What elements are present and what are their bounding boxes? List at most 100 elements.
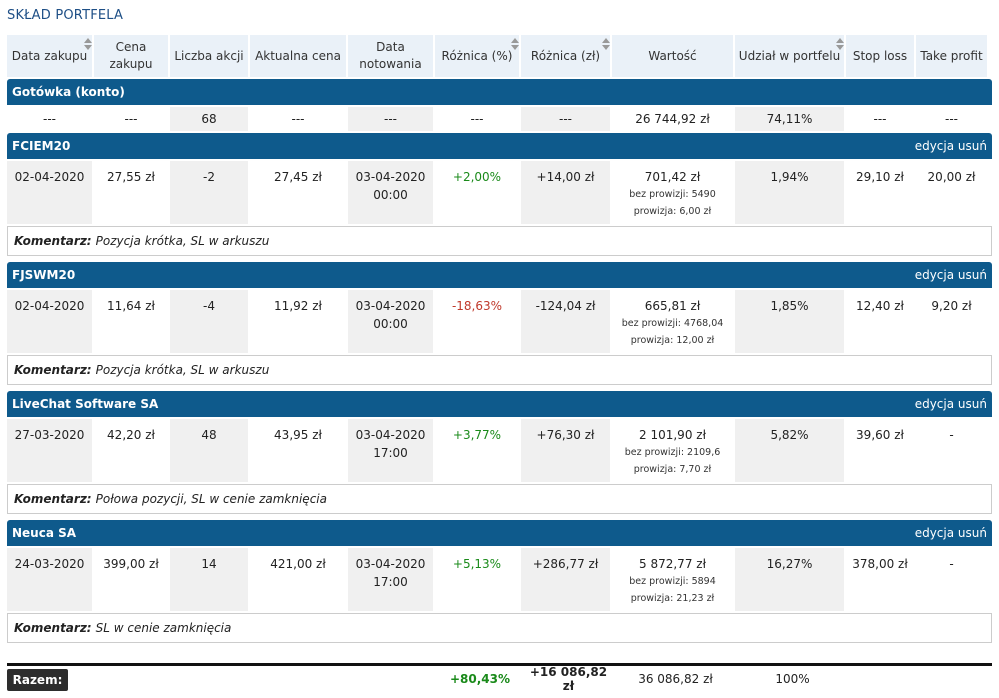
quote-date: 03-04-2020 bbox=[355, 428, 426, 442]
stop-loss: 29,10 zł bbox=[846, 161, 914, 224]
col-header-share[interactable]: Udział w portfelu bbox=[735, 35, 844, 77]
quote-datetime: 03-04-2020 17:00 bbox=[348, 548, 433, 611]
current-price: 27,45 zł bbox=[250, 161, 346, 224]
position-block: LiveChat Software SA edycja usuń 27-03-2… bbox=[7, 391, 992, 514]
edit-link[interactable]: edycja bbox=[914, 526, 955, 540]
diff-pln: +76,30 zł bbox=[521, 419, 610, 482]
diff-pct: +5,13% bbox=[435, 548, 519, 611]
position-actions: edycja usuń bbox=[915, 526, 987, 540]
delete-link[interactable]: usuń bbox=[957, 526, 987, 540]
value-fee: prowizja: 21,23 zł bbox=[630, 593, 715, 604]
diff-pct: -18,63% bbox=[435, 290, 519, 353]
comment-label: Komentarz: bbox=[14, 492, 92, 506]
position-header: Neuca SA edycja usuń bbox=[7, 520, 992, 546]
delete-link[interactable]: usuń bbox=[957, 139, 987, 153]
value-amount: 5 872,77 zł bbox=[639, 557, 706, 571]
value-no-fee: bez prowizji: 5490 bbox=[629, 189, 716, 200]
comment-label: Komentarz: bbox=[14, 234, 92, 248]
stop-loss: 12,40 zł bbox=[846, 290, 914, 353]
position-value: 665,81 zł bez prowizji: 4768,04 prowizja… bbox=[612, 290, 733, 353]
col-header-diff-pln[interactable]: Różnica (zł) bbox=[521, 35, 610, 77]
summary-diff-pct: +80,43% bbox=[449, 672, 511, 686]
diff-pct: +3,77% bbox=[435, 419, 519, 482]
col-header-stop-loss: Stop loss bbox=[846, 35, 914, 77]
comment-label: Komentarz: bbox=[14, 363, 92, 377]
cash-cell: --- bbox=[348, 107, 433, 131]
diff-pln: +286,77 zł bbox=[521, 548, 610, 611]
value-amount: 665,81 zł bbox=[644, 299, 701, 313]
position-row: 27-03-2020 42,20 zł 48 43,95 zł 03-04-20… bbox=[7, 419, 992, 482]
purchase-date: 24-03-2020 bbox=[7, 548, 92, 611]
col-header-quote-date: Data notowania bbox=[348, 35, 433, 77]
current-price: 421,00 zł bbox=[250, 548, 346, 611]
cash-cell: --- bbox=[250, 107, 346, 131]
position-row: 02-04-2020 11,64 zł -4 11,92 zł 03-04-20… bbox=[7, 290, 992, 353]
comment-text: Połowa pozycji, SL w cenie zamknięcia bbox=[95, 492, 327, 506]
cash-cell: --- bbox=[435, 107, 519, 131]
cash-cell: --- bbox=[94, 107, 168, 131]
take-profit: 9,20 zł bbox=[916, 290, 987, 353]
quote-datetime: 03-04-2020 00:00 bbox=[348, 290, 433, 353]
position-actions: edycja usuń bbox=[915, 139, 987, 153]
cash-cell: --- bbox=[7, 107, 92, 131]
summary-spacer bbox=[70, 666, 436, 692]
cash-cell: 26 744,92 zł bbox=[612, 107, 733, 131]
value-no-fee: bez prowizji: 2109,6 bbox=[624, 447, 721, 458]
edit-link[interactable]: edycja bbox=[914, 139, 955, 153]
col-header-purchase-price: Cena zakupu bbox=[94, 35, 168, 77]
portfolio-share: 1,85% bbox=[735, 290, 844, 353]
table-header-row: Data zakupu Cena zakupu Liczba akcji Akt… bbox=[7, 35, 992, 77]
edit-link[interactable]: edycja bbox=[914, 397, 955, 411]
delete-link[interactable]: usuń bbox=[957, 397, 987, 411]
cash-cell: --- bbox=[916, 107, 987, 131]
diff-pln: -124,04 zł bbox=[521, 290, 610, 353]
summary-value: 36 086,82 zł bbox=[638, 672, 713, 686]
cash-cell: --- bbox=[521, 107, 610, 131]
quote-time: 17:00 bbox=[373, 446, 408, 460]
edit-link[interactable]: edycja bbox=[914, 268, 955, 282]
col-header-diff-pct[interactable]: Różnica (%) bbox=[435, 35, 519, 77]
summary-row: Razem: +80,43% +16 086,82 zł 36 086,82 z… bbox=[7, 663, 992, 694]
quantity: 48 bbox=[170, 419, 248, 482]
col-header-quantity: Liczba akcji bbox=[170, 35, 248, 77]
delete-link[interactable]: usuń bbox=[957, 268, 987, 282]
position-name: FJSWM20 bbox=[12, 268, 76, 282]
portfolio-share: 5,82% bbox=[735, 419, 844, 482]
value-fee: prowizja: 6,00 zł bbox=[633, 206, 712, 217]
col-header-take-profit: Take profit bbox=[916, 35, 987, 77]
position-value: 701,42 zł bez prowizji: 5490 prowizja: 6… bbox=[612, 161, 733, 224]
cash-cell: 74,11% bbox=[735, 107, 844, 131]
take-profit: 20,00 zł bbox=[916, 161, 987, 224]
purchase-price: 42,20 zł bbox=[94, 419, 168, 482]
cash-section-header: Gotówka (konto) bbox=[7, 79, 992, 105]
cash-row: --- --- 68 --- --- --- --- 26 744,92 zł … bbox=[7, 107, 992, 131]
position-block: FCIEM20 edycja usuń 02-04-2020 27,55 zł … bbox=[7, 133, 992, 256]
position-name: FCIEM20 bbox=[12, 139, 71, 153]
quote-time: 17:00 bbox=[373, 575, 408, 589]
summary-diff-pln: +16 086,82 zł bbox=[529, 665, 608, 693]
position-row: 24-03-2020 399,00 zł 14 421,00 zł 03-04-… bbox=[7, 548, 992, 611]
value-fee: prowizja: 7,70 zł bbox=[633, 464, 712, 475]
comment-text: SL w cenie zamknięcia bbox=[95, 621, 232, 635]
position-comment: Komentarz: Pozycja krótka, SL w arkuszu bbox=[7, 355, 992, 385]
page-title: SKŁAD PORTFELA bbox=[7, 8, 124, 23]
col-header-purchase-date[interactable]: Data zakupu bbox=[7, 35, 92, 77]
cash-title: Gotówka (konto) bbox=[12, 85, 125, 99]
purchase-date: 02-04-2020 bbox=[7, 161, 92, 224]
stop-loss: 378,00 zł bbox=[846, 548, 914, 611]
portfolio-table: Data zakupu Cena zakupu Liczba akcji Akt… bbox=[7, 35, 992, 649]
value-amount: 2 101,90 zł bbox=[639, 428, 706, 442]
comment-text: Pozycja krótka, SL w arkuszu bbox=[95, 234, 270, 248]
position-block: Neuca SA edycja usuń 24-03-2020 399,00 z… bbox=[7, 520, 992, 643]
comment-label: Komentarz: bbox=[14, 621, 92, 635]
take-profit: - bbox=[916, 419, 987, 482]
quote-time: 00:00 bbox=[373, 317, 408, 331]
stop-loss: 39,60 zł bbox=[846, 419, 914, 482]
col-header-value: Wartość bbox=[612, 35, 733, 77]
value-no-fee: bez prowizji: 5894 bbox=[629, 576, 716, 587]
position-comment: Komentarz: Połowa pozycji, SL w cenie za… bbox=[7, 484, 992, 514]
position-row: 02-04-2020 27,55 zł -2 27,45 zł 03-04-20… bbox=[7, 161, 992, 224]
position-comment: Komentarz: Pozycja krótka, SL w arkuszu bbox=[7, 226, 992, 256]
current-price: 43,95 zł bbox=[250, 419, 346, 482]
purchase-date: 27-03-2020 bbox=[7, 419, 92, 482]
